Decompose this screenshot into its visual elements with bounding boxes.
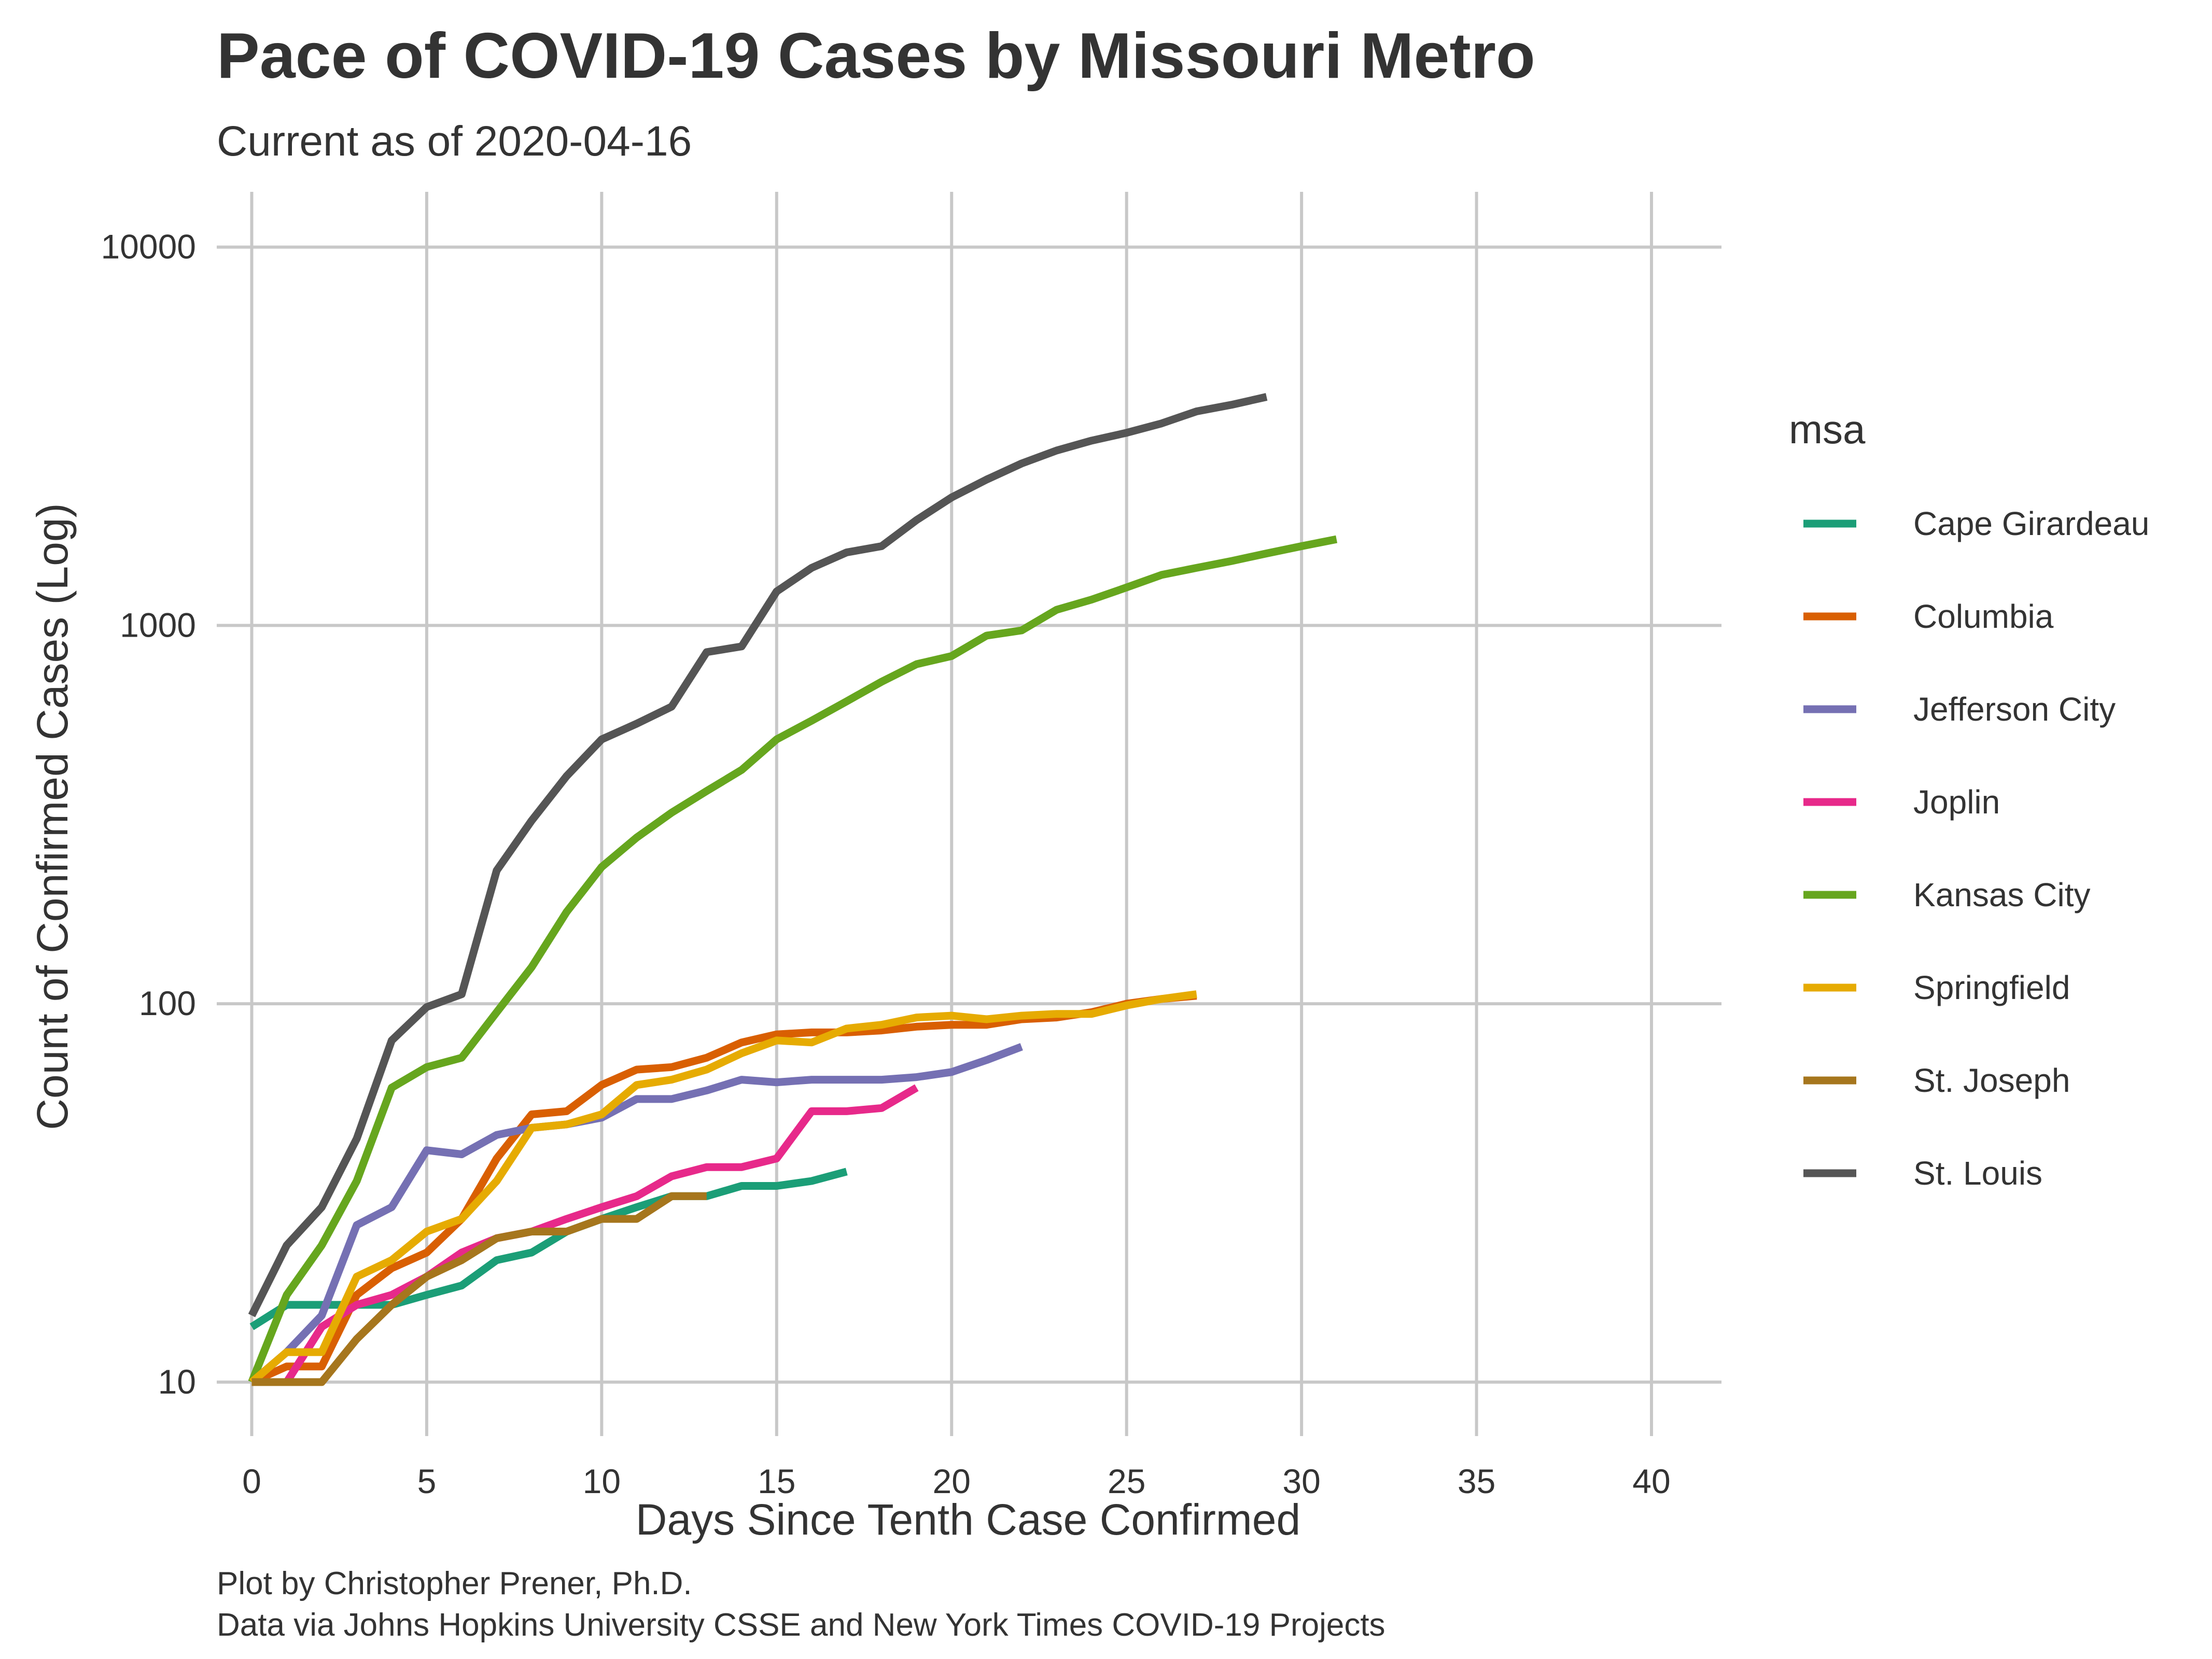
legend-label-cape-girardeau: Cape Girardeau — [1913, 505, 2149, 542]
x-tick-label: 35 — [1458, 1462, 1495, 1500]
x-tick-label: 20 — [933, 1462, 971, 1500]
y-tick-label: 100 — [139, 984, 196, 1022]
legend-label-joplin: Joplin — [1913, 783, 2000, 821]
y-axis-title: Count of Confirmed Cases (Log) — [28, 503, 77, 1130]
legend-label-st-louis: St. Louis — [1913, 1155, 2042, 1192]
legend-label-st-joseph: St. Joseph — [1913, 1062, 2070, 1099]
x-tick-label: 5 — [417, 1462, 437, 1500]
y-tick-label: 1000 — [120, 606, 196, 644]
x-tick-label: 15 — [758, 1462, 795, 1500]
series-line-jefferson-city — [249, 1043, 1023, 1385]
legend-label-jefferson-city: Jefferson City — [1913, 691, 2116, 728]
y-tick-label: 10 — [158, 1362, 196, 1401]
legend-label-springfield: Springfield — [1913, 969, 2070, 1006]
x-axis-title: Days Since Tenth Case Confirmed — [636, 1495, 1300, 1544]
x-tick-label: 10 — [583, 1462, 621, 1500]
caption-line-1: Plot by Christopher Prener, Ph.D. — [217, 1566, 692, 1601]
series-line-springfield — [249, 990, 1197, 1385]
x-tick-label: 40 — [1632, 1462, 1670, 1500]
grid — [217, 192, 1721, 1436]
chart-title: Pace of COVID-19 Cases by Missouri Metro — [217, 20, 1535, 92]
series-line-st-joseph — [251, 1192, 707, 1386]
y-tick-label: 10000 — [101, 228, 196, 266]
x-tick-label: 0 — [242, 1462, 261, 1500]
x-tick-label: 25 — [1108, 1462, 1145, 1500]
series-lines — [248, 393, 1338, 1386]
legend-label-kansas-city: Kansas City — [1913, 876, 2090, 913]
legend-title: msa — [1789, 406, 1866, 452]
legend-label-columbia: Columbia — [1913, 598, 2054, 635]
caption-line-2: Data via Johns Hopkins University CSSE a… — [217, 1607, 1385, 1643]
series-line-kansas-city — [248, 535, 1338, 1384]
series-line-st-louis — [248, 393, 1268, 1317]
x-tick-label: 30 — [1282, 1462, 1320, 1500]
chart-subtitle: Current as of 2020-04-16 — [217, 118, 692, 165]
series-line-joplin — [283, 1084, 919, 1384]
legend: msa Cape Girardeau Columbia Jefferson City… — [1789, 406, 2149, 1192]
tick-labels: 0 5 10 15 20 25 30 35 40 10 100 1000 10000 — [101, 228, 1670, 1500]
